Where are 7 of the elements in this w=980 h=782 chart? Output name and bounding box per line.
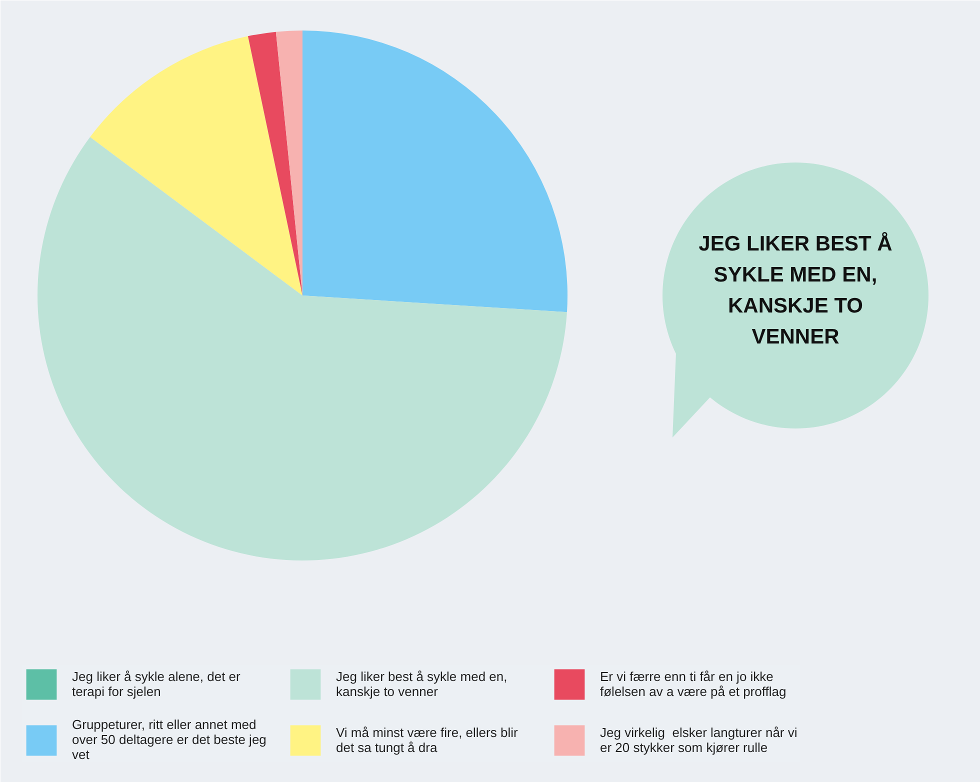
legend-label: Er vi færre enn ti får en jo ikke følelsen av a være på et profflag [600, 669, 788, 699]
text: JEG LIKER BEST Å SYKLE MED EN, KANSKJE TO VENNER [698, 231, 892, 349]
legend-label: Jeg liker best å sykle med en, kanskje to venner [336, 669, 508, 699]
legend-label: Jeg virkelig elsker langturer når vi er 20 stykker som kjører rulle [600, 724, 798, 754]
legend-label: Jeg liker å sykle alene, det er terapi for sjelen [72, 669, 242, 699]
legend-label: Vi må minst være fire, ellers blir det sa tungt å dra [336, 724, 519, 754]
legend-label: Gruppeturer, ritt eller annet med over 50 deltagere er det beste jeg vet [72, 717, 268, 762]
